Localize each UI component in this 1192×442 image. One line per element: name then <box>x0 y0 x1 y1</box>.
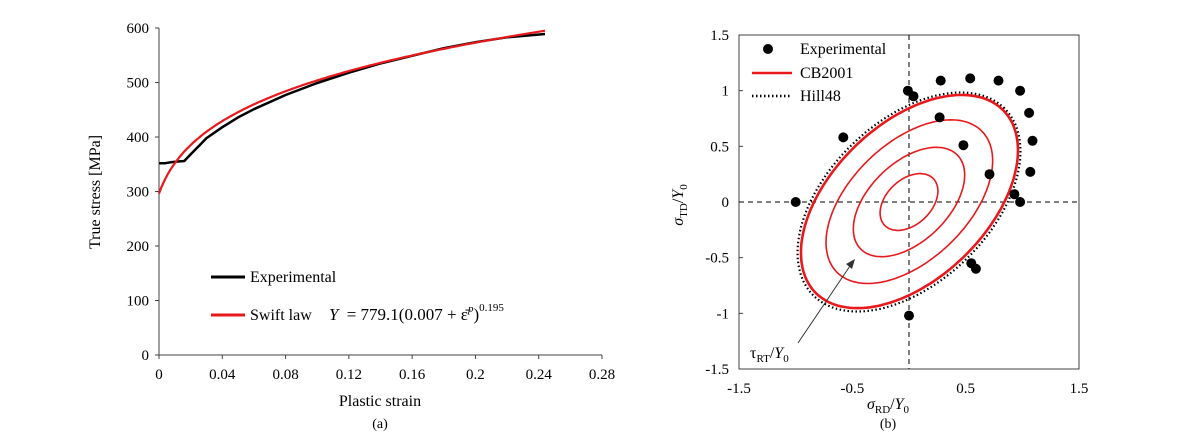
legend-marker-experimental <box>763 44 773 54</box>
panel-b-chart: -1.5 -0.5 0.5 1.5 -1.5 -1 -0.5 0 0.5 1 1.5 Experim… <box>670 28 1088 432</box>
legend-label-experimental: Experimental <box>250 269 337 286</box>
cb2001-contour <box>852 146 966 258</box>
y-tick-label: 0.5 <box>710 139 729 155</box>
annotation-arrowhead <box>846 259 855 269</box>
experimental-point <box>1025 166 1036 177</box>
x-title-sigma: σ <box>867 396 876 413</box>
y-tick-label: -1.5 <box>705 362 729 378</box>
experimental-point <box>838 132 849 143</box>
y-tick-label: 1 <box>722 84 730 100</box>
formula-tail: ) <box>473 305 479 324</box>
cb2001-curve <box>799 93 1020 310</box>
panel-b-curves <box>796 91 1022 313</box>
experimental-point <box>1024 107 1035 118</box>
x-tick-label: 0.12 <box>336 367 362 383</box>
y-title-sub: TD <box>678 203 690 218</box>
legend-label-cb2001: CB2001 <box>800 65 853 82</box>
tau-subscript: RT <box>756 353 770 365</box>
experimental-point <box>970 263 981 274</box>
y-tick-label: -0.5 <box>705 251 729 267</box>
panel-a-x-axis-title: Plastic strain <box>339 393 421 410</box>
experimental-point <box>790 197 801 207</box>
panel-a-chart: 0 0.04 0.08 0.12 0.16 0.2 0.24 0.28 0 100 200 300 40… <box>87 21 615 432</box>
swift-law-formula: Y = 779.1(0.007 + ε̄p)0.195 <box>329 302 504 324</box>
experimental-point <box>934 112 945 123</box>
experimental-point <box>1015 85 1026 96</box>
panel-b-points <box>790 73 1038 321</box>
x-tick-label: 0.5 <box>956 381 975 397</box>
x-tick-label: -1.5 <box>727 381 751 397</box>
y-title-slash: / <box>670 198 687 203</box>
y-tick-label: 1.5 <box>710 28 729 44</box>
formula-lhs: Y <box>329 305 340 324</box>
x-tick-label: -0.5 <box>840 381 864 397</box>
cb2001-contour <box>825 118 994 285</box>
panel-a-label: (a) <box>372 417 388 432</box>
experimental-point <box>904 310 914 321</box>
experimental-point <box>958 140 969 151</box>
experimental-point <box>935 75 946 86</box>
experimental-point <box>1009 189 1020 200</box>
x-title-y-sub: 0 <box>904 404 910 416</box>
experimental-point <box>1027 135 1038 146</box>
y-tick-label: 0 <box>142 348 150 364</box>
swift-law-curve <box>158 29 546 195</box>
tau-y: Y <box>774 345 785 362</box>
y-tick-label: -1 <box>717 306 730 322</box>
experimental-point <box>908 91 919 102</box>
tau-slash: / <box>770 345 775 362</box>
y-tick-label: 400 <box>127 130 150 146</box>
formula-rhs: = 779.1(0.007 + ε̄ <box>347 305 471 324</box>
x-title-sub: RD <box>875 404 890 416</box>
experimental-point <box>965 73 976 84</box>
panel-b-x-axis-title: σRD/Y0 <box>867 396 910 416</box>
panel-b-y-axis-title: σTD/Y0 <box>670 184 690 226</box>
panel-b-ticks: -1.5 -0.5 0.5 1.5 -1.5 -1 -0.5 0 0.5 1 1.5 <box>705 28 1088 397</box>
tau-y-subscript: 0 <box>783 353 789 365</box>
panel-a-legend: Experimental Swift law Y = 779.1(0.007 +… <box>211 269 504 324</box>
experimental-curve <box>159 32 546 165</box>
y-tick-label: 0 <box>722 195 730 211</box>
x-title-slash: / <box>890 396 895 413</box>
y-tick-label: 300 <box>127 185 150 201</box>
x-tick-label: 0.28 <box>589 367 615 383</box>
formula-exponent: 0.195 <box>479 302 504 314</box>
legend-label-swift: Swift law <box>250 307 312 324</box>
experimental-point <box>993 75 1004 86</box>
x-tick-label: 0.2 <box>466 367 485 383</box>
x-title-y: Y <box>895 396 906 413</box>
panel-a-ticks: 0 0.04 0.08 0.12 0.16 0.2 0.24 0.28 0 100 200 300 40… <box>127 21 616 383</box>
formula-sup-p: p <box>467 303 474 315</box>
y-title-y-sub: 0 <box>678 184 690 190</box>
x-tick-label: 0.24 <box>526 367 553 383</box>
tau-annotation: τRT/Y0 <box>750 259 855 365</box>
panel-a-y-axis-title: True stress [MPa] <box>87 135 104 249</box>
y-title-sigma: σ <box>670 217 687 226</box>
experimental-point <box>1015 197 1026 207</box>
panel-a-series <box>158 29 546 195</box>
y-tick-label: 100 <box>127 294 150 310</box>
experimental-point <box>984 169 995 180</box>
tau-symbol: τ <box>750 345 757 362</box>
annotation-arrow-line <box>797 262 853 344</box>
x-tick-label: 0.04 <box>209 367 236 383</box>
x-tick-label: 0.08 <box>272 367 298 383</box>
panel-b-legend: Experimental CB2001 Hill48 <box>752 41 887 105</box>
x-tick-label: 0 <box>155 367 163 383</box>
legend-label-experimental-b: Experimental <box>800 41 887 58</box>
y-tick-label: 600 <box>127 21 150 37</box>
y-title-y: Y <box>670 188 687 199</box>
x-tick-label: 0.16 <box>399 367 426 383</box>
y-tick-label: 500 <box>127 76 150 92</box>
tau-annotation-label: τRT/Y0 <box>750 345 789 365</box>
x-tick-label: 1.5 <box>1070 381 1089 397</box>
y-tick-label: 200 <box>127 239 150 255</box>
legend-label-hill48: Hill48 <box>800 88 841 105</box>
panel-b-label: (b) <box>880 417 897 432</box>
cb2001-contour <box>879 172 939 232</box>
